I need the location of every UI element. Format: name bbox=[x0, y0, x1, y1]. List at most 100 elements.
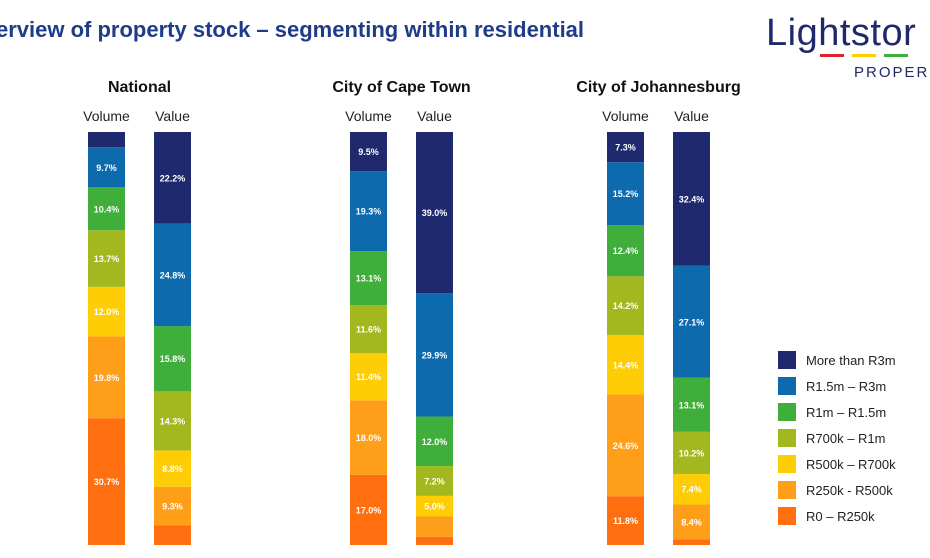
bar-segment bbox=[416, 416, 453, 467]
bar-segment bbox=[154, 132, 191, 224]
data-label: 15.2% bbox=[613, 189, 639, 199]
bar-segment bbox=[88, 147, 125, 188]
data-label: 7.3% bbox=[615, 143, 636, 153]
legend-item: R250k - R500k bbox=[778, 477, 896, 503]
bar-segment bbox=[607, 162, 644, 226]
legend-item: R0 – R250k bbox=[778, 503, 896, 529]
bar-segment bbox=[416, 466, 453, 496]
chart-legend: More than R3m R1.5m – R3m R1m – R1.5m R700k… bbox=[778, 347, 896, 529]
stacked-bar-chart: National Volume 30.7% 19.8% 12.0% 13.7% 10.4% 9… bbox=[83, 79, 741, 545]
data-label: 39.0% bbox=[422, 208, 448, 218]
legend-item: R700k – R1m bbox=[778, 425, 896, 451]
bar-segment bbox=[88, 230, 125, 287]
bar-segment bbox=[607, 394, 644, 497]
data-label: 15.8% bbox=[160, 354, 186, 364]
bar-segment bbox=[416, 516, 453, 537]
data-label: 17.0% bbox=[356, 505, 382, 515]
legend-item: R1.5m – R3m bbox=[778, 373, 896, 399]
data-label: 14.2% bbox=[613, 301, 639, 311]
data-label: 12.0% bbox=[94, 307, 120, 317]
data-label: 7.4% bbox=[681, 485, 702, 495]
bar-column-label: Volume bbox=[602, 108, 649, 124]
legend-label: R1m – R1.5m bbox=[806, 404, 887, 420]
bar-segment bbox=[673, 504, 710, 540]
bar-segment bbox=[350, 251, 387, 306]
bar-segment bbox=[350, 474, 387, 545]
bar-segment bbox=[673, 431, 710, 474]
bar-column-label: Value bbox=[674, 108, 709, 124]
data-label: 30.7% bbox=[94, 477, 120, 487]
bar-segment bbox=[154, 223, 191, 327]
bar-segment bbox=[350, 305, 387, 354]
data-label: 9.7% bbox=[96, 163, 117, 173]
data-label: 11.8% bbox=[613, 516, 638, 526]
logo-yellow-stripe bbox=[852, 54, 876, 57]
bar-segment bbox=[154, 391, 191, 451]
legend-swatch bbox=[778, 429, 796, 447]
data-label: 11.6% bbox=[356, 325, 381, 335]
bar-segment bbox=[350, 132, 387, 172]
bar-segment bbox=[154, 450, 191, 487]
data-label: 8.8% bbox=[162, 464, 183, 474]
bar-segment bbox=[416, 495, 453, 517]
data-label: 24.6% bbox=[613, 441, 639, 451]
legend-label: More than R3m bbox=[806, 352, 896, 368]
bar-segment bbox=[350, 171, 387, 252]
legend-item: R500k – R700k bbox=[778, 451, 896, 477]
legend-item: R1m – R1.5m bbox=[778, 399, 896, 425]
legend-label: R250k - R500k bbox=[806, 482, 893, 498]
bar-segment bbox=[607, 496, 644, 545]
bar-column-label: Value bbox=[155, 108, 190, 124]
bar-segment bbox=[88, 286, 125, 337]
bar-segment bbox=[607, 276, 644, 335]
bar-segment bbox=[607, 334, 644, 395]
bar-segment bbox=[673, 265, 710, 378]
bar-segment bbox=[607, 132, 644, 163]
legend-label: R1.5m – R3m bbox=[806, 378, 887, 394]
data-label: 10.2% bbox=[679, 448, 705, 458]
data-label: 8.4% bbox=[681, 517, 702, 527]
logo-green-stripe bbox=[884, 54, 908, 57]
data-label: 13.1% bbox=[679, 400, 705, 410]
group-title: City of Johannesburg bbox=[576, 79, 740, 96]
bar-segment bbox=[607, 225, 644, 277]
legend-item: More than R3m bbox=[778, 347, 896, 373]
logo-red-stripe bbox=[820, 54, 844, 57]
legend-swatch bbox=[778, 403, 796, 421]
data-label: 14.3% bbox=[160, 416, 186, 426]
legend-swatch bbox=[778, 377, 796, 395]
data-label: 24.8% bbox=[160, 270, 186, 280]
bar-column-label: Value bbox=[417, 108, 452, 124]
bar-segment bbox=[88, 132, 125, 148]
legend-swatch bbox=[778, 481, 796, 499]
data-label: 19.3% bbox=[356, 207, 382, 217]
slide-title: erview of property stock – segmenting wi… bbox=[0, 17, 585, 42]
bar-segment bbox=[416, 132, 453, 294]
data-label: 7.2% bbox=[424, 476, 445, 486]
legend-swatch bbox=[778, 455, 796, 473]
logo-subtitle: PROPER bbox=[854, 64, 930, 81]
bar-segment bbox=[154, 486, 191, 526]
data-label: 13.1% bbox=[356, 274, 382, 284]
logo-wordmark: Lightstor bbox=[766, 12, 917, 54]
bar-segment bbox=[88, 418, 125, 545]
data-label: 9.5% bbox=[358, 147, 379, 157]
data-label: 19.8% bbox=[94, 373, 120, 383]
lightstone-logo: Lightstor PROPER bbox=[760, 12, 930, 82]
bar-segment bbox=[154, 326, 191, 392]
legend-label: R500k – R700k bbox=[806, 456, 896, 472]
data-label: 14.4% bbox=[613, 360, 639, 370]
data-label: 12.0% bbox=[422, 437, 448, 447]
bar-segment bbox=[88, 187, 125, 231]
bar-segment bbox=[673, 473, 710, 505]
bar-column-label: Volume bbox=[83, 108, 130, 124]
data-label: 5.0% bbox=[424, 502, 445, 512]
bar-segment bbox=[350, 353, 387, 401]
group-title: City of Cape Town bbox=[332, 79, 470, 96]
legend-label: R700k – R1m bbox=[806, 430, 886, 446]
data-label: 32.4% bbox=[679, 194, 705, 204]
data-label: 27.1% bbox=[679, 317, 705, 327]
group-title: National bbox=[108, 79, 171, 96]
data-label: 18.0% bbox=[356, 433, 382, 443]
data-label: 29.9% bbox=[422, 350, 448, 360]
